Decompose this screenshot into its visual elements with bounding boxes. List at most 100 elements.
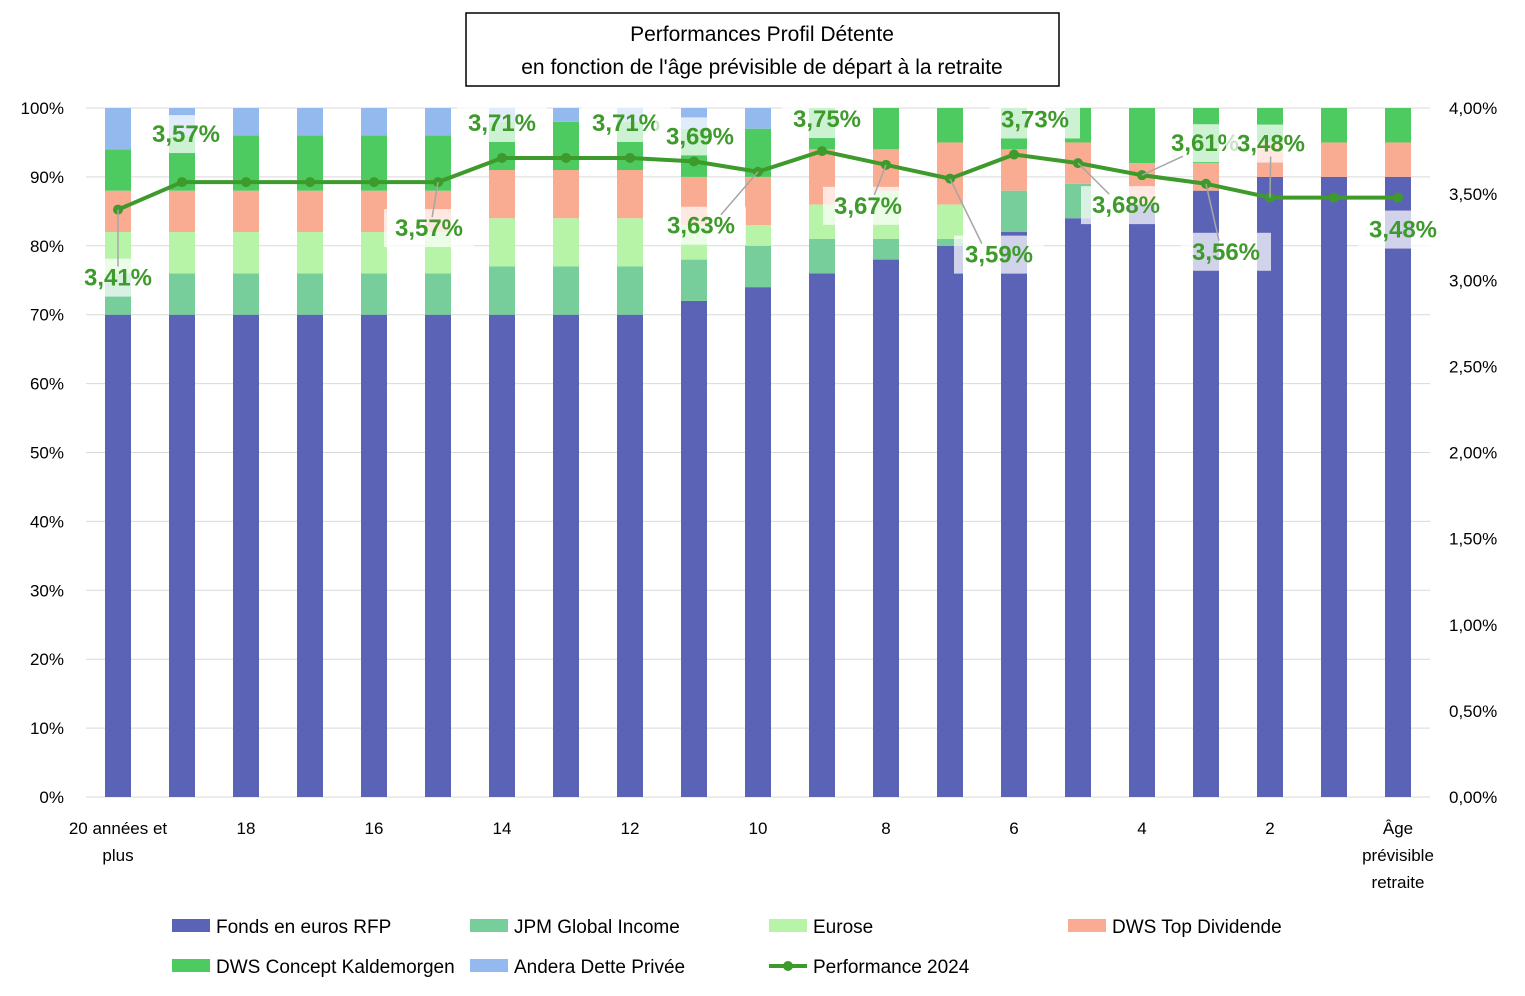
bar-segment: Eurose — 19: 6%	[169, 232, 195, 274]
legend-line-marker	[783, 961, 793, 971]
bar-segment: Fonds en euros RFP — 13: 70%	[553, 314, 579, 797]
bar-segment: JPM Global Income — 7: 1%	[937, 238, 963, 246]
data-label-background	[141, 115, 231, 154]
bar-segment: Fonds en euros RFP — 20 années et plus: …	[105, 314, 131, 797]
right-axis-tick-label: 3,00%	[1449, 271, 1497, 290]
bar-segment: DWS Concept Kaldemorgen — 1: 5%	[1321, 108, 1347, 143]
bar-segment: Andera Dette Privée — 16: 4%	[361, 108, 387, 136]
right-axis-tick-label: 2,00%	[1449, 444, 1497, 463]
x-axis: 20 années et plus 18 16 14 12 10 8 6 4 2 Âge prévisi…	[69, 819, 1434, 892]
legend: Fonds en euros RFP JPM Global Income Euros…	[172, 917, 1282, 978]
bar-segment: JPM Global Income — 6: 6%	[1001, 190, 1027, 233]
bar-segment: JPM Global Income — 18: 6%	[233, 273, 259, 315]
performance-point	[177, 177, 187, 188]
title-box	[465, 12, 1060, 87]
performance-point	[1393, 192, 1403, 203]
left-y-axis: 0% 10% 20% 30% 40% 50% 60% 70% 80% 90% 100%	[21, 99, 64, 807]
data-label-background	[954, 235, 1044, 274]
title-line-2: en fonction de l'âge prévisible de dépar…	[521, 56, 1002, 79]
performance-data-label: 3,75%	[793, 106, 861, 133]
legend-label: Performance 2024	[813, 957, 970, 978]
legend-label: JPM Global Income	[514, 917, 680, 938]
performance-data-label: 3,68%	[1092, 192, 1160, 219]
x-axis-tick-label: Âge prévisible retraite	[1362, 819, 1434, 892]
bar-segment: JPM Global Income — 10: 6%	[745, 245, 771, 288]
bar-segment: JPM Global Income — 14: 7%	[489, 266, 515, 315]
bar-segment: JPM Global Income — 16: 6%	[361, 273, 387, 315]
left-axis-tick-label: 60%	[30, 375, 64, 394]
left-axis-tick-label: 10%	[30, 719, 64, 738]
bar-segment: DWS Concept Kaldemorgen — 8: 6%	[873, 108, 899, 150]
performance-data-label: 3,57%	[152, 121, 220, 148]
bar-segment: Fonds en euros RFP — 16: 70%	[361, 314, 387, 797]
performance-data-label: 3,41%	[84, 265, 152, 292]
title-line-1: Performances Profil Détente	[630, 23, 894, 46]
bar-segment: Eurose — 16: 6%	[361, 232, 387, 274]
left-axis-tick-label: 50%	[30, 444, 64, 463]
x-axis-tick-label: 2	[1265, 819, 1274, 838]
legend-label: Eurose	[813, 917, 873, 938]
bar-segment: DWS Top Dividende — 17: 6%	[297, 190, 323, 233]
data-label-leader	[1205, 183, 1220, 241]
bar-segment: DWS Top Dividende — 8: 6%	[873, 149, 899, 191]
bar-segment: DWS Top Dividende — 12: 7%	[617, 170, 643, 219]
right-axis-tick-label: 0,00%	[1449, 788, 1497, 807]
bar-segment: Fonds en euros RFP — 15: 70%	[425, 314, 451, 797]
x-axis-tick-label: 18	[237, 819, 256, 838]
bar-segment: Andera Dette Privée — 17: 4%	[297, 108, 323, 136]
data-label-background	[823, 186, 913, 225]
bar-segment: Eurose — 13: 7%	[553, 218, 579, 267]
data-label-background	[656, 206, 746, 245]
performance-data-label: 3,56%	[1192, 239, 1260, 266]
performance-data-label: 3,71%	[592, 110, 660, 137]
bar-segment: JPM Global Income — 15: 6%	[425, 273, 451, 315]
performance-data-label: 3,57%	[395, 215, 463, 242]
bar-segment: Eurose — 10: 3%	[745, 225, 771, 246]
performance-point	[689, 156, 699, 167]
bar-segment: DWS Concept Kaldemorgen — Âge prévisible…	[1385, 108, 1411, 143]
chart-title: Performances Profil Détente en fonction …	[465, 12, 1060, 87]
data-label-background	[1358, 210, 1448, 249]
data-label-leader	[1141, 155, 1184, 176]
left-axis-tick-label: 80%	[30, 237, 64, 256]
bar-segment: Fonds en euros RFP — 5: 84%	[1065, 218, 1091, 798]
bar-segment: DWS Concept Kaldemorgen — 4: 8%	[1129, 108, 1155, 164]
right-axis-tick-label: 1,00%	[1449, 616, 1497, 635]
bar-segment: Fonds en euros RFP — 17: 70%	[297, 314, 323, 797]
left-axis-tick-label: 20%	[30, 650, 64, 669]
bar-segment: Fonds en euros RFP — 3: 88%	[1193, 190, 1219, 797]
legend-swatch	[769, 919, 807, 932]
bar-segment: Fonds en euros RFP — 10: 74%	[745, 287, 771, 797]
right-axis-tick-label: 3,50%	[1449, 185, 1497, 204]
data-label-background	[1081, 186, 1171, 225]
bar-segment: Fonds en euros RFP — 18: 70%	[233, 314, 259, 797]
bar-segment: JPM Global Income — 19: 6%	[169, 273, 195, 315]
bar-segment: Eurose — 14: 7%	[489, 218, 515, 267]
data-label-background	[782, 100, 872, 139]
bar-segment: Eurose — 17: 6%	[297, 232, 323, 274]
right-axis-tick-label: 2,50%	[1449, 357, 1497, 376]
performance-point	[817, 146, 827, 157]
bar-segment: DWS Top Dividende — Âge prévisible retra…	[1385, 142, 1411, 177]
bar-segment: Fonds en euros RFP — 6: 82%	[1001, 232, 1027, 797]
performance-point	[625, 152, 635, 163]
bar-segment: JPM Global Income — 11: 6%	[681, 259, 707, 301]
x-axis-tick-label: 6	[1009, 819, 1018, 838]
bar-segment: Fonds en euros RFP — 14: 70%	[489, 314, 515, 797]
data-label-leader	[1077, 162, 1110, 195]
right-axis-tick-label: 0,50%	[1449, 702, 1497, 721]
bar-segment: Fonds en euros RFP — Âge prévisible retr…	[1385, 176, 1411, 797]
data-label-background	[1226, 124, 1316, 163]
bar-segment: DWS Top Dividende — 19: 6%	[169, 190, 195, 233]
bar-segment: DWS Top Dividende — 18: 6%	[233, 190, 259, 233]
legend-label: DWS Concept Kaldemorgen	[216, 957, 455, 978]
performance-data-label: 3,48%	[1237, 131, 1305, 158]
bar-segment: DWS Top Dividende — 10: 7%	[745, 176, 771, 226]
bar-segment: DWS Top Dividende — 1: 5%	[1321, 142, 1347, 177]
data-label-leader	[873, 164, 887, 196]
performance-data-label: 3,69%	[666, 123, 734, 150]
performance-point	[497, 152, 507, 163]
bar-segment: Andera Dette Privée — 18: 4%	[233, 108, 259, 136]
legend-swatch	[470, 919, 508, 932]
